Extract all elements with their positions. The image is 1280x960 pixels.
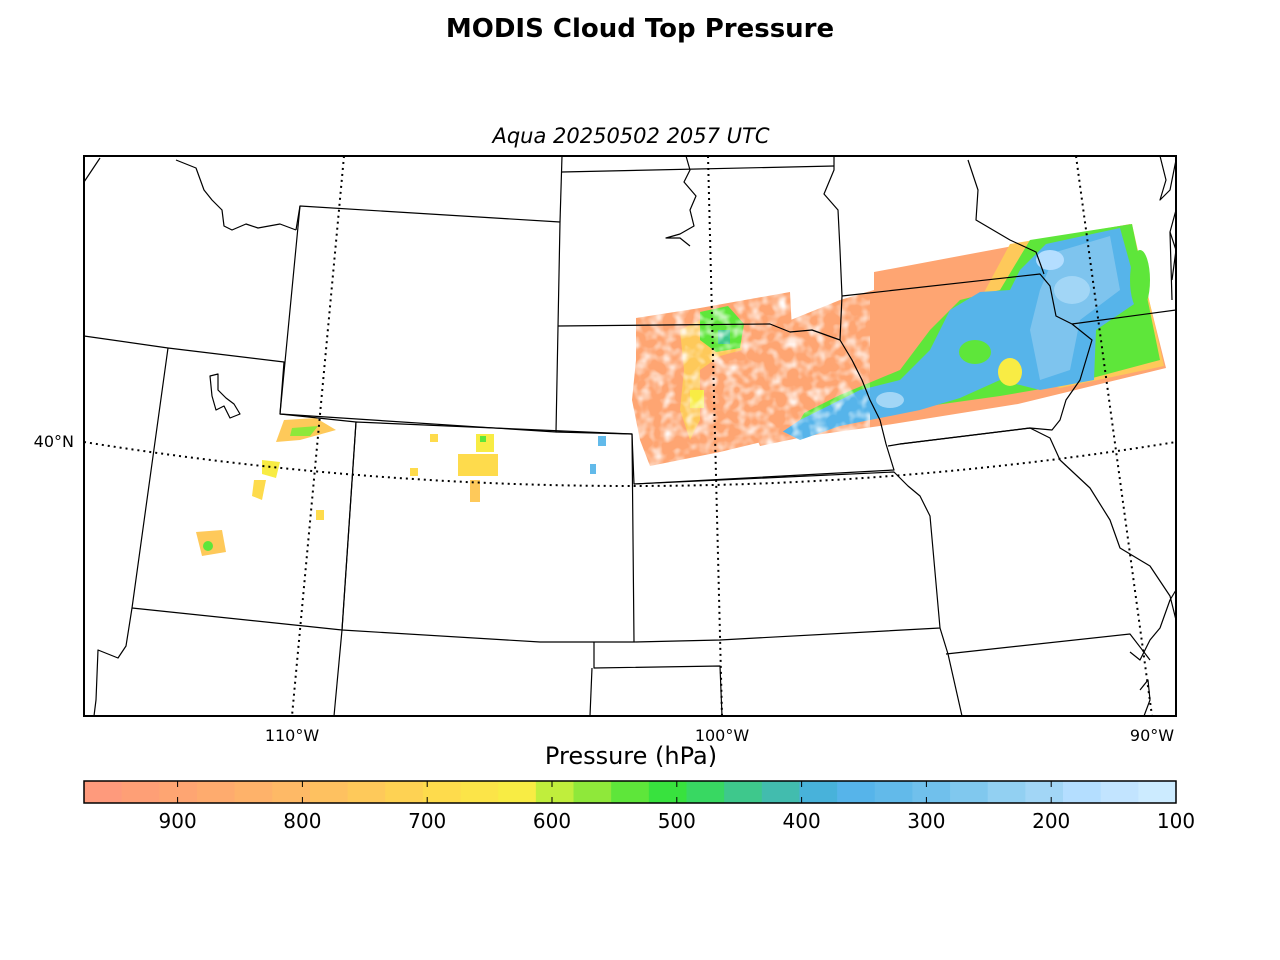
lake-great-salt — [209, 373, 241, 419]
graticule — [84, 156, 1176, 716]
colorbar-tick-label: 700 — [408, 809, 446, 833]
cloud-green-cell — [998, 358, 1022, 386]
colorbar-tick-label: 900 — [159, 809, 197, 833]
state-new-mexico — [333, 629, 343, 716]
state-kansas — [633, 471, 941, 643]
cloud-cell-west — [262, 460, 280, 478]
colorbar-tick-label: 500 — [658, 809, 696, 833]
state-line-west — [84, 335, 169, 349]
cloud-cell-west — [430, 434, 438, 442]
colorbar-tick-label: 300 — [907, 809, 945, 833]
state-arizona — [93, 607, 133, 716]
colorbar-band — [912, 781, 951, 803]
colorbar-band — [761, 781, 801, 803]
colorbar-band — [1025, 781, 1064, 803]
colorbar-band — [837, 781, 876, 803]
colorbar-band — [1100, 781, 1139, 803]
colorbar-band — [611, 781, 650, 803]
colorbar-tick-label: 100 — [1157, 809, 1195, 833]
colorbar-band — [724, 781, 763, 803]
colorbar-band — [460, 781, 499, 803]
colorbar-bands — [84, 781, 1177, 803]
cloud-cell-west — [316, 510, 324, 520]
colorbar-band — [347, 781, 386, 803]
river-missouri-dakota — [665, 156, 697, 247]
state-boundaries — [84, 156, 1176, 716]
state-illinois-line — [1159, 156, 1176, 201]
cloud-data-layer — [196, 224, 1166, 556]
lon-label-100w: 100°W — [695, 726, 750, 745]
state-missouri-south — [945, 633, 1151, 661]
cloud-cell-west — [410, 468, 418, 476]
state-montana-south — [295, 205, 301, 231]
chart-title: MODIS Cloud Top Pressure — [445, 14, 835, 44]
state-missouri — [899, 427, 1176, 621]
colorbar-band — [385, 781, 424, 803]
lat-label-40n: 40°N — [34, 432, 74, 451]
lon-label-90w: 90°W — [1130, 726, 1174, 745]
state-line-northwest — [84, 157, 101, 183]
state-oklahoma — [593, 642, 723, 716]
colorbar-tick-label: 600 — [533, 809, 571, 833]
cloud-cell-west — [252, 480, 266, 500]
colorbar-band — [272, 781, 311, 803]
cloud-light-blue-core — [1054, 276, 1090, 304]
cloud-light-blue-core — [876, 392, 904, 408]
state-wisconsin-south — [1071, 309, 1176, 325]
colorbar-band — [987, 781, 1026, 803]
state-north-south-dakota — [561, 165, 835, 173]
colorbar-title: Pressure (hPa) — [545, 742, 717, 770]
state-idaho-montana — [175, 159, 297, 231]
state-texas-panhandle — [589, 667, 593, 716]
cloud-cell-west — [590, 464, 596, 474]
colorbar-band — [535, 781, 575, 803]
colorbar-band — [1138, 781, 1177, 803]
colorbar-band — [950, 781, 989, 803]
cloud-green-cell — [959, 340, 991, 364]
cloud-cell-west — [290, 426, 318, 436]
colorbar-band — [648, 781, 688, 803]
state-minnesota-east — [967, 159, 1045, 275]
cloud-cell-west — [470, 480, 480, 502]
cloud-cell-west — [598, 436, 606, 446]
state-montana-dakota — [559, 156, 563, 223]
colorbar-band — [686, 781, 725, 803]
colorbar-frame — [83, 780, 1177, 804]
colorbar-tick-label: 400 — [783, 809, 821, 833]
longitude-line-110w — [291, 156, 345, 716]
colorbar-band — [422, 781, 462, 803]
colorbar-tick-label: 200 — [1032, 809, 1070, 833]
colorbar-band — [874, 781, 914, 803]
colorbar-band — [309, 781, 349, 803]
colorbar-band — [159, 781, 198, 803]
colorbar-band — [573, 781, 612, 803]
colorbar-ticks: 900 800 700 600 500 400 300 200 100 — [159, 781, 1195, 833]
colorbar-band — [121, 781, 160, 803]
latitude-line-40n — [84, 441, 1176, 487]
cloud-cell-west — [480, 436, 486, 442]
river-mississippi-lower — [1129, 589, 1176, 661]
cloud-cell-west — [458, 454, 498, 476]
cloud-light-blue-core — [1036, 250, 1064, 270]
lon-label-110w: 110°W — [265, 726, 320, 745]
state-oklahoma-east — [939, 627, 963, 716]
colorbar-band — [498, 781, 537, 803]
cloud-light-blue-core — [1130, 250, 1150, 310]
colorbar-band — [1063, 781, 1102, 803]
colorbar-tick-label: 800 — [283, 809, 321, 833]
colorbar-band — [234, 781, 273, 803]
river-mississippi — [1169, 231, 1176, 281]
colorbar-band — [196, 781, 236, 803]
state-illinois-west — [1139, 679, 1151, 716]
cloud-speckle-overlay — [630, 286, 870, 471]
cloud-light-blue-core — [1030, 236, 1120, 380]
colorbar-band — [799, 781, 838, 803]
map-frame — [83, 155, 1177, 717]
cloud-cell-west — [203, 541, 213, 551]
colorbar-band — [84, 781, 123, 803]
longitude-line-90w — [1075, 156, 1153, 716]
chart-subtitle: Aqua 20250502 2057 UTC — [492, 124, 770, 148]
